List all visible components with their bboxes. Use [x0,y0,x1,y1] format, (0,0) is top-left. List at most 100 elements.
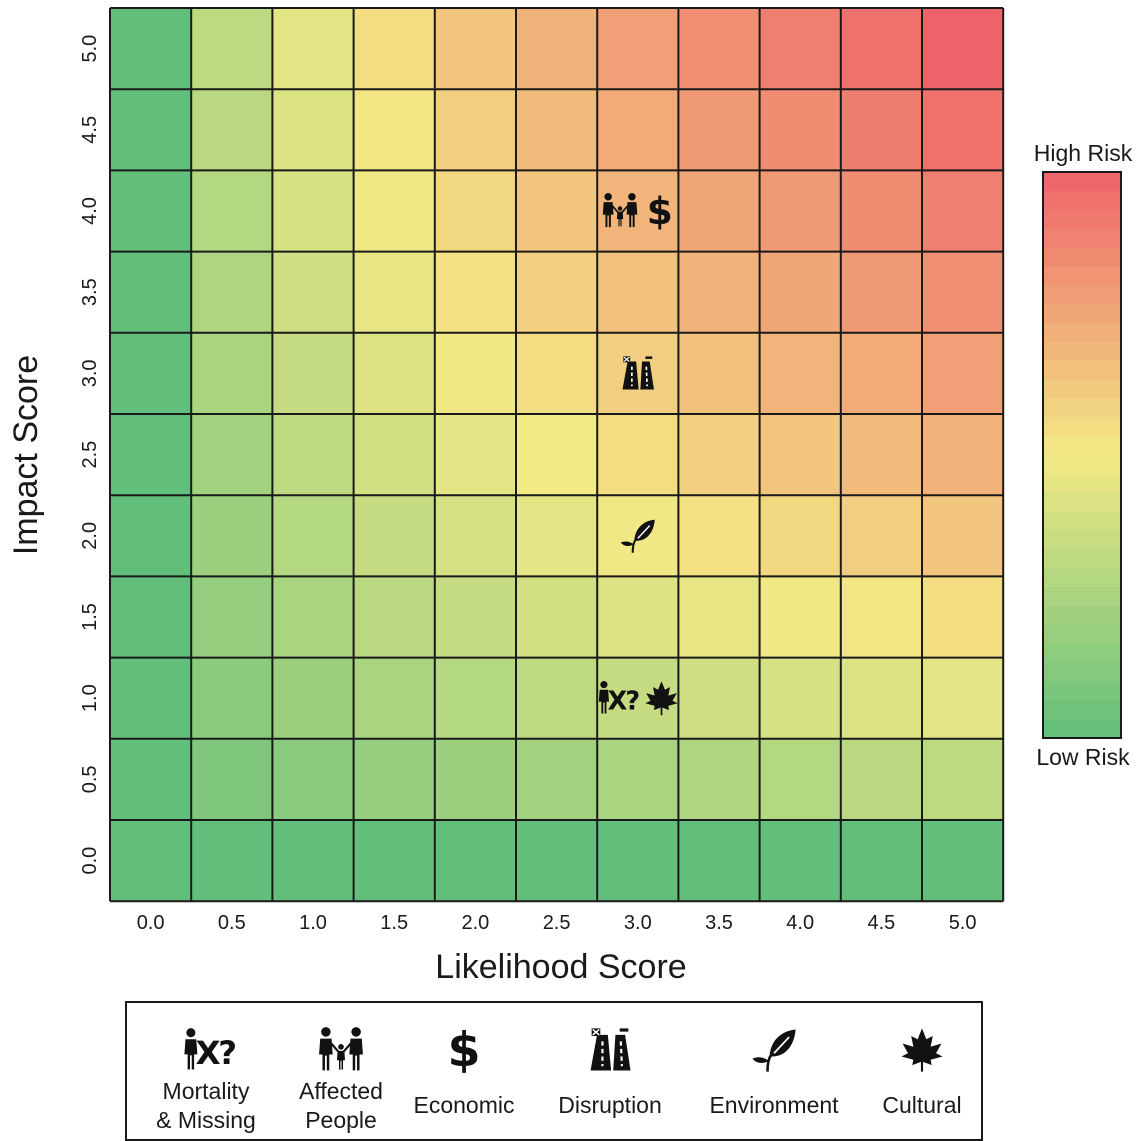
heatmap-cell [759,738,841,820]
colorbar-step [1043,436,1121,456]
heatmap-cell [110,89,192,171]
heatmap-cell [840,657,922,739]
legend-item-disruption: Disruption [535,1003,685,1120]
heatmap-cell [272,738,354,820]
cultural-icon [645,681,678,716]
heatmap-cell [272,89,354,171]
heatmap-cell [597,8,679,90]
risk-marker [620,519,655,553]
x-tick-label: 0.0 [137,912,165,934]
heatmap-cell [434,738,516,820]
y-axis-title: Impact Score [7,355,45,555]
heatmap-cell [678,576,760,658]
heatmap-cell [272,332,354,414]
x-tick-label: 3.0 [624,912,652,934]
x-tick-label: 3.5 [705,912,733,934]
economic-icon: $ [389,1015,539,1077]
colorbar-step [1043,417,1121,437]
heatmap-cell [191,657,273,739]
heatmap-cell [759,414,841,496]
svg-text:$: $ [447,1023,480,1077]
colorbar-step [1043,624,1121,645]
x-tick-label: 1.0 [299,912,327,934]
x-tick-label: 2.0 [461,912,489,934]
heatmap-cell [353,89,435,171]
colorbar-step [1043,681,1121,701]
heatmap-cell [678,414,760,496]
colorbar-step [1043,172,1121,192]
heatmap-cell [678,170,760,252]
heatmap-cell [597,414,679,496]
legend-item-mortality-missing: X? Mortality & Missing [131,1003,281,1135]
heatmap-cell [759,89,841,171]
heatmap-cell [922,657,1004,739]
y-tick-label: 3.0 [79,359,101,387]
legend-item-economic: $ Economic [389,1003,539,1120]
heatmap-cell [434,495,516,577]
environment-icon [620,519,655,553]
colorbar-step [1043,530,1121,550]
x-axis-title: Likelihood Score [435,948,686,986]
heatmap-cell [922,495,1004,577]
legend-label: Disruption [558,1092,662,1118]
disruption-icon [535,1015,685,1077]
colorbar-step [1043,605,1121,626]
heatmap-cell [759,170,841,252]
colorbar-step [1043,304,1121,324]
y-tick-label: 2.5 [79,441,101,469]
y-tick-label: 0.0 [79,847,101,875]
colorbar-step [1043,719,1121,739]
x-tick-label: 2.5 [543,912,571,934]
legend-label: Cultural [882,1092,962,1118]
svg-text:?: ? [218,1034,237,1072]
colorbar-step [1043,209,1121,230]
heatmap-cell [516,414,598,496]
heatmap-cell [353,738,435,820]
heatmap-cell [759,495,841,577]
economic-icon: $ [647,189,673,233]
heatmap-cell [191,89,273,171]
heatmap-cell [678,8,760,90]
y-tick-label: 0.5 [79,765,101,793]
colorbar-step [1043,549,1121,569]
colorbar-step [1043,568,1121,588]
heatmap-cell [434,657,516,739]
heatmap-cell [516,332,598,414]
heatmap-cell [678,251,760,333]
heatmap-cell [434,332,516,414]
heatmap-cell [110,657,192,739]
y-tick-label: 3.5 [79,278,101,306]
heatmap-cell [353,495,435,577]
colorbar-step [1043,455,1121,475]
heatmap-cell [922,251,1004,333]
heatmap-cell [110,8,192,90]
heatmap-cell [759,332,841,414]
heatmap-cell [353,576,435,658]
legend-item-cultural: Cultural [847,1003,997,1120]
heatmap-cell [110,820,192,902]
y-tick-label: 5.0 [79,35,101,63]
disruption-icon [622,356,654,390]
heatmap-cell [516,738,598,820]
heatmap-cell [110,251,192,333]
heatmap-cell [840,89,922,171]
heatmap-cell [110,495,192,577]
colorbar-step [1043,190,1121,211]
colorbar-step [1043,587,1121,607]
heatmap-cell [353,332,435,414]
heatmap-cell [191,170,273,252]
legend-item-environment: Environment [699,1003,849,1120]
heatmap-cell [922,170,1004,252]
y-tick-label: 4.5 [79,116,101,144]
x-tick-label: 5.0 [949,912,977,934]
heatmap-cell [759,820,841,902]
heatmap-cell [272,495,354,577]
heatmap-cell [353,8,435,90]
legend-label: Economic [413,1092,515,1118]
heatmap-cell [272,820,354,902]
colorbar-step [1043,511,1121,532]
cultural-icon [847,1015,997,1077]
heatmap-cell [922,332,1004,414]
heatmap-cell [922,576,1004,658]
colorbar-step [1043,266,1121,286]
